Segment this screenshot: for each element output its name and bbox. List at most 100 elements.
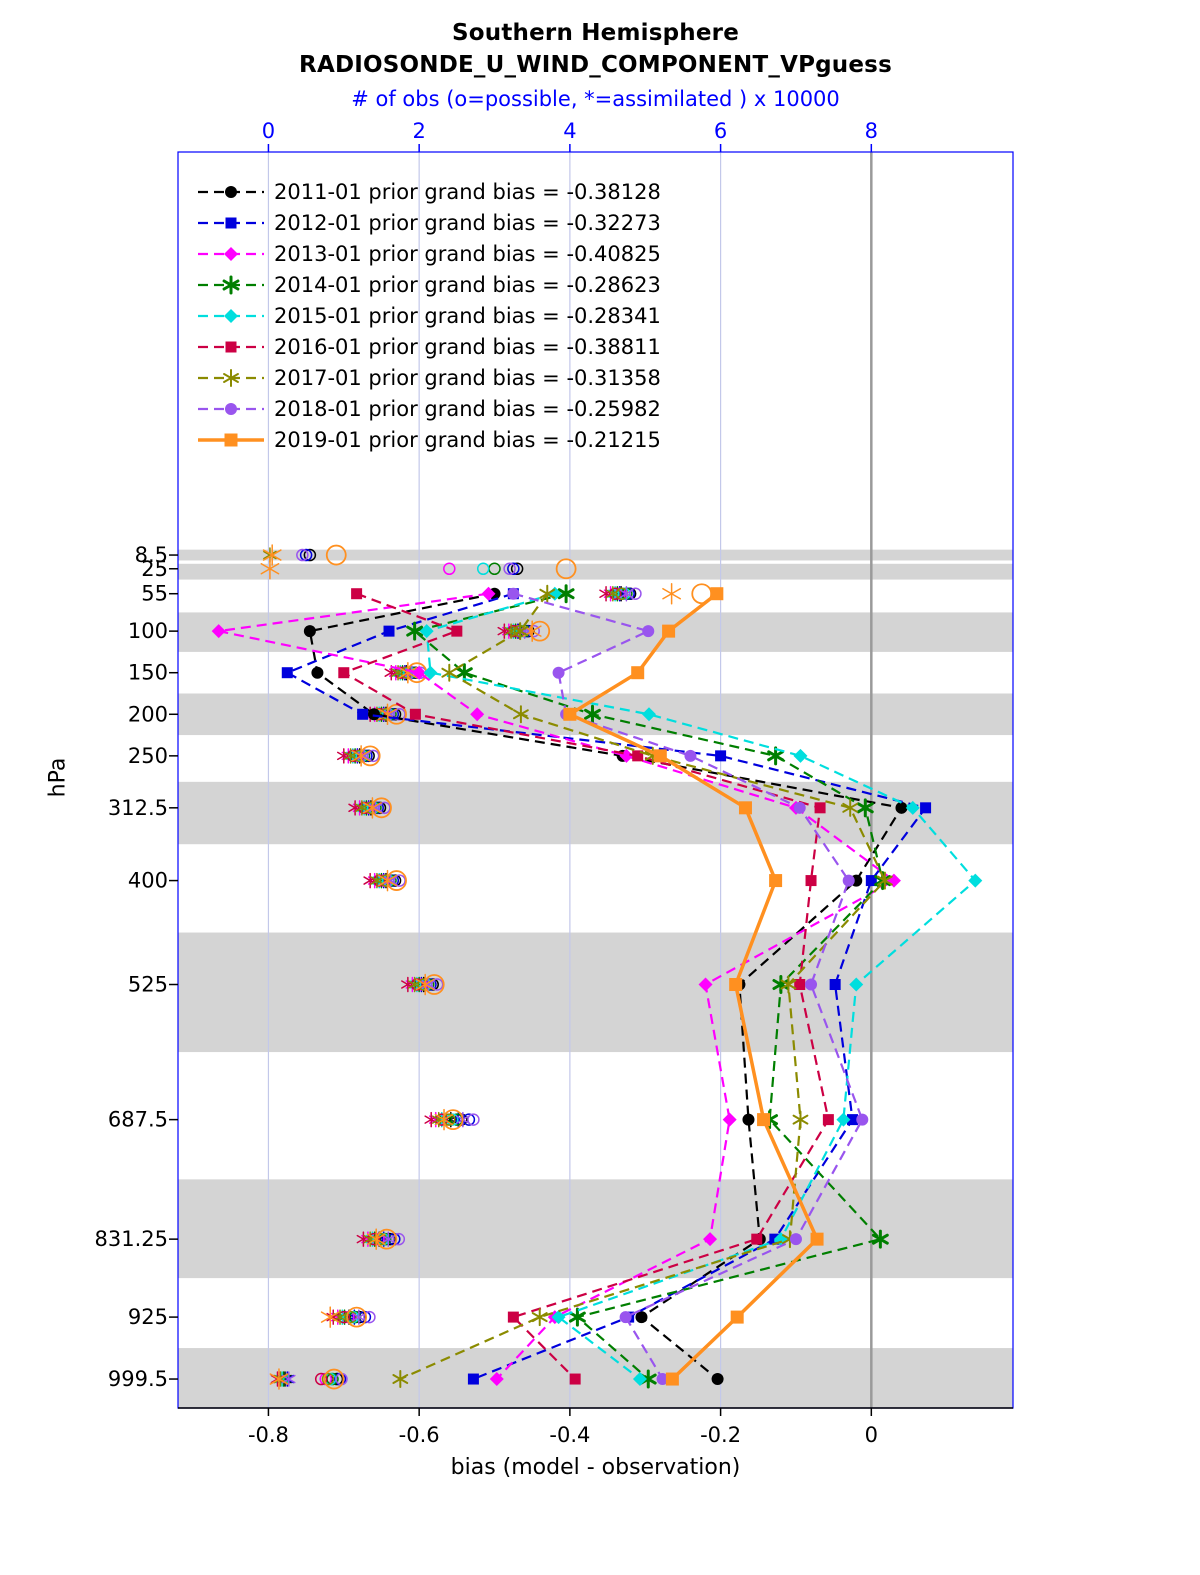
obs-tick-label: 6 [714,119,727,143]
page-title: Southern Hemisphere [452,20,739,46]
series-2019-01 [563,587,824,1386]
pressure-tick-label: 250 [128,744,168,768]
bias-tick-label: -0.4 [549,1423,590,1447]
bias-tick-label: 0 [865,1423,878,1447]
legend: 2011-01 prior grand bias = -0.38128 2012-… [198,180,661,452]
pressure-tick-label: 312.5 [108,796,168,820]
legend-item-2015-01: 2015-01 prior grand bias = -0.28341 [198,304,661,328]
pressure-tick-label: 687.5 [108,1108,168,1132]
series-line [425,592,977,1380]
legend-item-label: 2019-01 prior grand bias = -0.21215 [274,428,661,452]
series-2016-01 [338,588,834,1385]
obs-assimilated-marker [262,544,282,566]
obs-assimilated-marker [606,585,620,602]
series-2017-01 [392,584,893,1389]
obs-assimilated-marker [434,1108,454,1131]
obs-tick-label: 2 [412,119,425,143]
obs-assimilated-marker [281,1371,296,1387]
gridlines [267,152,873,1408]
obs-assimilated-marker [260,558,280,580]
pressure-tick-label: 831.25 [95,1227,168,1251]
obs-assimilated-marker [398,661,418,684]
obs-assimilated-marker [351,745,371,767]
bias-tick-label: -0.8 [248,1423,289,1447]
legend-item-2017-01: 2017-01 prior grand bias = -0.31358 [198,366,661,390]
bias-tick-label: -0.6 [399,1423,440,1447]
series-line [341,592,830,1380]
obs-possible-marker [325,544,347,566]
legend-item-label: 2015-01 prior grand bias = -0.28341 [274,304,661,328]
legend-item-label: 2016-01 prior grand bias = -0.38811 [274,335,661,359]
bias-axis-label: bias (model - observation) [450,1455,741,1480]
obs-possible-marker [467,1113,480,1126]
obs-axis-label: # of obs (o=possible, *=assimilated ) x … [351,87,840,111]
obs-assimilated-marker [352,1309,366,1325]
obs-possible-marker [430,978,444,991]
obs-possible-marker [435,1113,449,1126]
legend-item-2011-01: 2011-01 prior grand bias = -0.38128 [198,180,661,204]
pressure-tick-label: 150 [128,661,168,685]
obs-possible-marker [367,1232,381,1246]
obs-assimilated-marker [355,800,369,816]
obs-assimilated-marker [269,1368,289,1390]
obs-assimilated-marker [333,1309,347,1325]
obs-possible-marker [443,562,456,576]
legend-item-2018-01: 2018-01 prior grand bias = -0.25982 [198,397,661,421]
obs-assimilated-marker [407,976,422,993]
obs-assimilated-marker [363,1231,377,1247]
obs-tick-label: 8 [865,119,878,143]
obs-assimilated-marker [662,582,682,605]
obs-assimilated-marker [320,1306,340,1328]
obs-assimilated-marker [343,748,358,764]
obs-possible-marker [321,1372,335,1386]
legend-item-label: 2013-01 prior grand bias = -0.40825 [274,242,661,266]
obs-possible-marker [363,1310,376,1324]
legend-item-label: 2018-01 prior grand bias = -0.25982 [274,397,661,421]
pressure-tick-label: 100 [128,619,168,643]
obs-possible-marker [296,548,309,562]
legend-item-2016-01: 2016-01 prior grand bias = -0.38811 [198,335,661,359]
obs-assimilated-marker [434,1111,449,1128]
legend-item-label: 2012-01 prior grand bias = -0.32273 [274,211,661,235]
pressure-tick-label: 25 [141,557,168,581]
obs-possible-marker [393,708,406,721]
series-line [513,592,864,1380]
obs-assimilated-marker [366,1228,386,1250]
pressure-tick-label: 200 [128,702,168,726]
obs-possible-marker [503,562,516,576]
obs-possible-marker [366,749,380,763]
chart-subtitle: RADIOSONDE_U_WIND_COMPONENT_VPguess [299,52,892,78]
obs-assimilated-marker [381,1231,396,1247]
obs-possible-marker [608,587,622,600]
obs-possible-marker [344,1310,357,1324]
obs-assimilated-marker [431,1111,446,1128]
series-line [399,593,887,1381]
obs-possible-marker [299,548,313,562]
obs-tick-label: 0 [262,119,275,143]
obs-possible-marker [529,620,551,642]
obs-tick-label: 4 [563,119,576,143]
obs-assimilated-marker [363,797,382,819]
obs-possible-marker [337,1310,351,1324]
pressure-tick-label: 925 [128,1305,168,1329]
obs-assimilated-marker [370,872,384,889]
obs-assimilated-marker [378,869,397,892]
obs-possible-marker [476,562,490,576]
obs-assimilated-marker [415,973,435,996]
obs-assimilated-marker [270,1371,285,1387]
pressure-tick-label: 999.5 [108,1367,168,1391]
obs-possible-marker [378,801,391,815]
pressure-tick-label: 8.5 [135,543,168,567]
obs-possible-marker [394,666,407,679]
bias-tick-label: -0.2 [700,1423,741,1447]
obs-possible-marker [555,558,577,580]
obs-possible-marker [392,1232,406,1246]
obs-possible-marker [510,562,524,576]
legend-item-2013-01: 2013-01 prior grand bias = -0.40825 [198,242,661,266]
legend-item-label: 2011-01 prior grand bias = -0.38128 [274,180,661,204]
legend-item-label: 2014-01 prior grand bias = -0.28623 [274,273,661,297]
legend-item-2019-01: 2019-01 prior grand bias = -0.21215 [198,428,661,452]
